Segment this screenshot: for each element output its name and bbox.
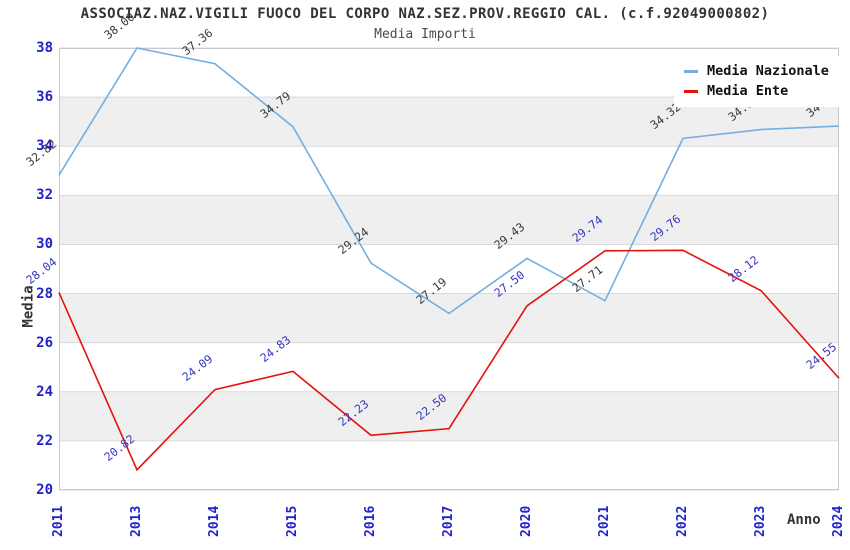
x-tick-label: 2013 [129, 505, 144, 537]
legend: Media Nazionale Media Ente [674, 56, 839, 107]
legend-label-media-nazionale: Media Nazionale [707, 63, 829, 79]
x-tick-label: 2020 [519, 505, 534, 537]
y-tick-label: 24 [36, 383, 53, 400]
x-tick-label: 2015 [285, 505, 300, 537]
y-tick-label: 32 [36, 187, 53, 204]
x-tick-label: 2021 [597, 505, 612, 537]
y-tick-label: 30 [36, 236, 53, 253]
y-tick-label: 20 [36, 482, 53, 498]
series-line-media-nazionale [58, 47, 840, 315]
plot-band [59, 440, 839, 490]
y-axis-title: Media [20, 285, 37, 328]
legend-entry-media-ente: Media Ente [684, 81, 829, 101]
y-tick-label: 28 [36, 285, 53, 302]
y-tick-label: 26 [36, 334, 53, 351]
plot-band [59, 244, 839, 294]
x-tick-label: 2023 [753, 505, 768, 537]
legend-swatch-media-ente-icon [684, 89, 698, 93]
x-tick-label: 2022 [675, 505, 690, 537]
plot-canvas [58, 47, 840, 491]
plot-band [59, 293, 839, 343]
chart-subtitle: Media Importi [374, 27, 476, 42]
series-line-media-ente [58, 249, 840, 472]
x-axis-title: Anno [787, 512, 821, 528]
chart-title: ASSOCIAZ.NAZ.VIGILI FUOCO DEL CORPO NAZ.… [80, 6, 770, 22]
plot-band [59, 391, 839, 441]
y-tick-label: 34 [36, 138, 53, 155]
plot-area: 38 36 34 32 30 28 26 24 22 20 2011 2013 2014 2015 2016… [23, 10, 846, 537]
x-tick-label: 2024 [831, 505, 846, 537]
plot-band [59, 342, 839, 392]
plot-band [59, 195, 839, 245]
x-tick-label: 2011 [51, 505, 66, 537]
plot-band [59, 146, 839, 196]
x-tick-label: 2016 [363, 505, 378, 537]
x-tick-label: 2017 [441, 505, 456, 537]
x-tick-label: 2014 [207, 505, 222, 537]
legend-label-media-ente: Media Ente [707, 83, 789, 99]
y-tick-label: 38 [36, 40, 53, 56]
legend-swatch-media-nazionale-icon [684, 69, 698, 73]
y-tick-label: 22 [36, 432, 53, 449]
y-tick-label: 36 [36, 89, 53, 106]
plot-border [59, 48, 839, 490]
legend-entry-media-nazionale: Media Nazionale [684, 61, 829, 81]
